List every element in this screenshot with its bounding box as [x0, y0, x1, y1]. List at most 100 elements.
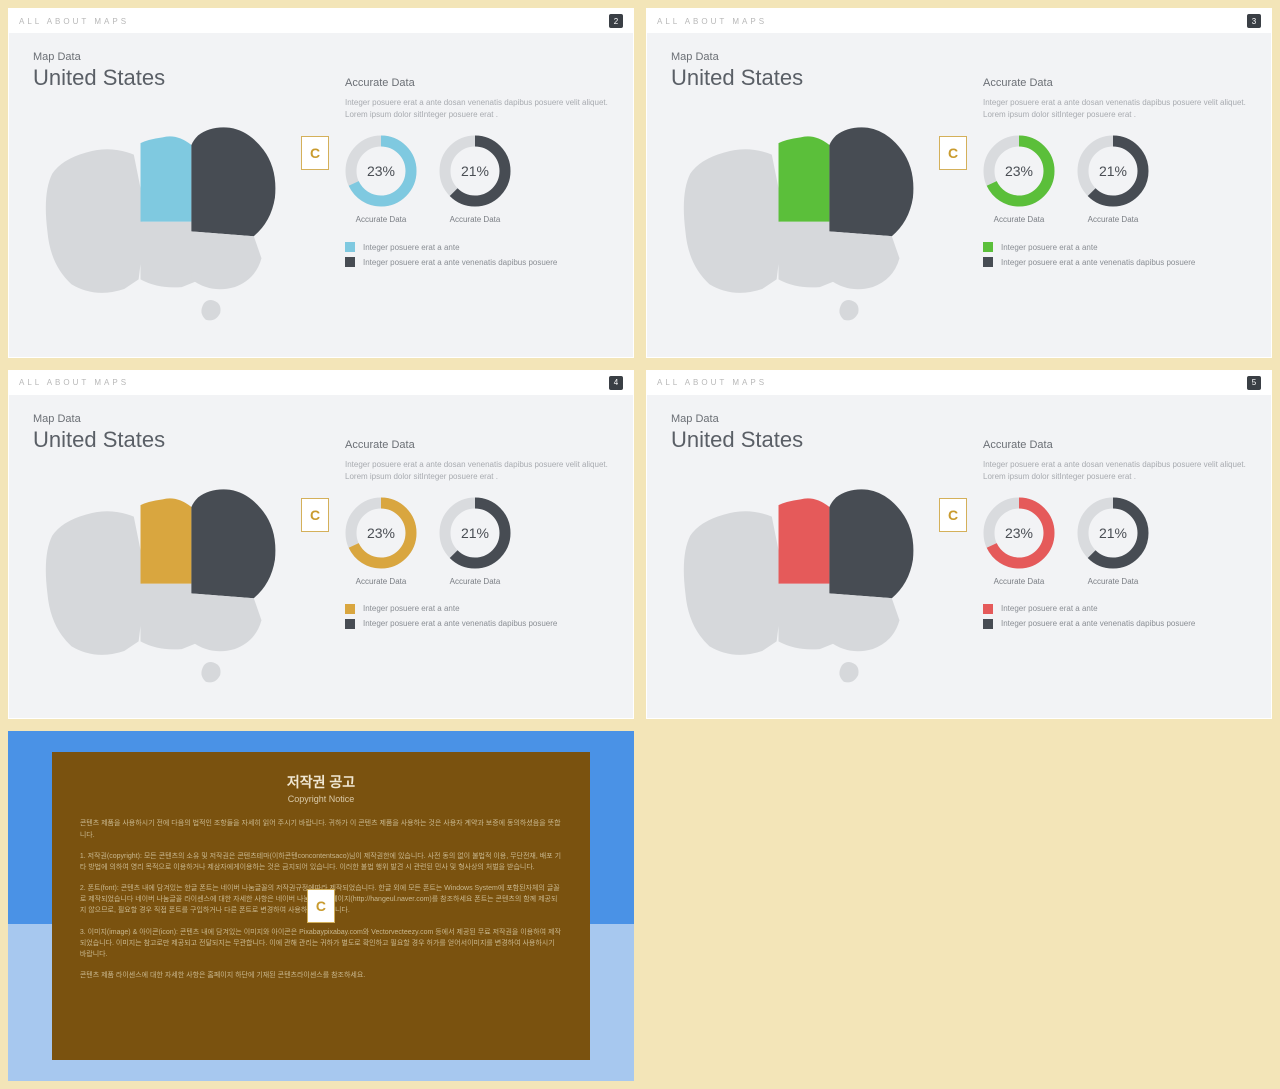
data-panel-title: Accurate Data	[345, 439, 609, 451]
logo-badge: C	[939, 498, 967, 532]
legend-item: Integer posuere erat a ante venenatis da…	[983, 257, 1247, 267]
legend-swatch	[983, 242, 993, 252]
map-title: United States	[33, 65, 321, 91]
donut-2-label: 21%	[439, 135, 511, 207]
legend-swatch	[345, 257, 355, 267]
slide-header: ALL ABOUT MAPS 2	[9, 9, 633, 33]
donut-row: 23% Accurate Data 21% Accurate Data	[983, 135, 1247, 224]
map-slide: ALL ABOUT MAPS 4 Map Data United States …	[8, 370, 634, 720]
legend: Integer posuere erat a ante Integer posu…	[345, 604, 609, 634]
legend-text: Integer posuere erat a ante venenatis da…	[1001, 258, 1195, 267]
map-subtitle: Map Data	[671, 413, 959, 425]
page-number: 2	[609, 14, 623, 28]
logo-badge: C	[301, 136, 329, 170]
donut-1: 23% Accurate Data	[345, 497, 417, 586]
legend-swatch	[983, 604, 993, 614]
donut-2-caption: Accurate Data	[450, 577, 501, 586]
slide-header: ALL ABOUT MAPS 3	[647, 9, 1271, 33]
legend-text: Integer posuere erat a ante	[1001, 604, 1098, 613]
copyright-panel: 저작권 공고 Copyright Notice 콘텐츠 제품을 사용하시기 전에…	[52, 752, 590, 1060]
legend-item: Integer posuere erat a ante venenatis da…	[345, 619, 609, 629]
map-slide: ALL ABOUT MAPS 5 Map Data United States …	[646, 370, 1272, 720]
donut-2-label: 21%	[1077, 497, 1149, 569]
data-panel-desc: Integer posuere erat a ante dosan venena…	[983, 459, 1247, 483]
map-subtitle: Map Data	[33, 413, 321, 425]
legend-swatch	[345, 619, 355, 629]
copyright-title-kr: 저작권 공고	[80, 772, 562, 792]
donut-2: 21% Accurate Data	[439, 497, 511, 586]
map-subtitle: Map Data	[33, 51, 321, 63]
map-slide: ALL ABOUT MAPS 3 Map Data United States …	[646, 8, 1272, 358]
legend-item: Integer posuere erat a ante	[983, 604, 1247, 614]
donut-1: 23% Accurate Data	[345, 135, 417, 224]
donut-row: 23% Accurate Data 21% Accurate Data	[345, 497, 609, 586]
legend-text: Integer posuere erat a ante	[363, 604, 460, 613]
donut-2-label: 21%	[1077, 135, 1149, 207]
donut-1-caption: Accurate Data	[994, 577, 1045, 586]
data-panel-title: Accurate Data	[983, 439, 1247, 451]
legend-text: Integer posuere erat a ante venenatis da…	[363, 619, 557, 628]
legend-swatch	[345, 604, 355, 614]
copyright-p2: 1. 저작권(copyright): 모든 콘텐츠의 소유 및 저작권은 콘텐츠…	[80, 851, 562, 873]
donut-2-caption: Accurate Data	[1088, 215, 1139, 224]
logo-badge: C	[307, 889, 335, 923]
donut-1: 23% Accurate Data	[983, 135, 1055, 224]
slide-header-title: ALL ABOUT MAPS	[19, 378, 129, 387]
legend: Integer posuere erat a ante Integer posu…	[345, 242, 609, 272]
legend-text: Integer posuere erat a ante	[363, 243, 460, 252]
legend-item: Integer posuere erat a ante venenatis da…	[345, 257, 609, 267]
legend-item: Integer posuere erat a ante venenatis da…	[983, 619, 1247, 629]
donut-1-label: 23%	[345, 135, 417, 207]
legend-swatch	[983, 257, 993, 267]
slide-header: ALL ABOUT MAPS 5	[647, 371, 1271, 395]
donut-row: 23% Accurate Data 21% Accurate Data	[345, 135, 609, 224]
map-title: United States	[33, 427, 321, 453]
donut-row: 23% Accurate Data 21% Accurate Data	[983, 497, 1247, 586]
map-title: United States	[671, 427, 959, 453]
donut-2: 21% Accurate Data	[439, 135, 511, 224]
australia-map	[33, 459, 321, 689]
slide-header-title: ALL ABOUT MAPS	[657, 378, 767, 387]
donut-2-caption: Accurate Data	[450, 215, 501, 224]
page-number: 5	[1247, 376, 1261, 390]
page-number: 3	[1247, 14, 1261, 28]
data-panel-title: Accurate Data	[983, 77, 1247, 89]
australia-map	[33, 97, 321, 327]
map-subtitle: Map Data	[671, 51, 959, 63]
donut-1-caption: Accurate Data	[356, 577, 407, 586]
donut-1-caption: Accurate Data	[994, 215, 1045, 224]
legend: Integer posuere erat a ante Integer posu…	[983, 242, 1247, 272]
slide-header-title: ALL ABOUT MAPS	[19, 17, 129, 26]
donut-1-label: 23%	[983, 497, 1055, 569]
empty-cell	[646, 731, 1272, 1081]
slide-header: ALL ABOUT MAPS 4	[9, 371, 633, 395]
copyright-p1: 콘텐츠 제품을 사용하시기 전에 다음의 법적인 조항들을 자세히 읽어 주시기…	[80, 818, 562, 840]
logo-badge: C	[301, 498, 329, 532]
legend-item: Integer posuere erat a ante	[345, 604, 609, 614]
data-panel-desc: Integer posuere erat a ante dosan venena…	[345, 97, 609, 121]
australia-map	[671, 97, 959, 327]
data-panel-desc: Integer posuere erat a ante dosan venena…	[345, 459, 609, 483]
donut-1: 23% Accurate Data	[983, 497, 1055, 586]
slide-header-title: ALL ABOUT MAPS	[657, 17, 767, 26]
donut-2: 21% Accurate Data	[1077, 135, 1149, 224]
donut-2: 21% Accurate Data	[1077, 497, 1149, 586]
legend-item: Integer posuere erat a ante	[983, 242, 1247, 252]
slide-grid: ALL ABOUT MAPS 2 Map Data United States …	[8, 8, 1272, 1081]
donut-2-label: 21%	[439, 497, 511, 569]
data-panel-desc: Integer posuere erat a ante dosan venena…	[983, 97, 1247, 121]
legend-item: Integer posuere erat a ante	[345, 242, 609, 252]
donut-1-caption: Accurate Data	[356, 215, 407, 224]
copyright-slide: 저작권 공고 Copyright Notice 콘텐츠 제품을 사용하시기 전에…	[8, 731, 634, 1081]
map-title: United States	[671, 65, 959, 91]
australia-map	[671, 459, 959, 689]
copyright-p5: 콘텐츠 제품 라이센스에 대한 자세한 사항은 홈페이지 하단에 기재된 콘텐츠…	[80, 970, 562, 981]
legend-swatch	[345, 242, 355, 252]
donut-1-label: 23%	[345, 497, 417, 569]
legend-swatch	[983, 619, 993, 629]
legend: Integer posuere erat a ante Integer posu…	[983, 604, 1247, 634]
legend-text: Integer posuere erat a ante venenatis da…	[363, 258, 557, 267]
page-number: 4	[609, 376, 623, 390]
legend-text: Integer posuere erat a ante venenatis da…	[1001, 619, 1195, 628]
copyright-p4: 3. 이미지(image) & 아이콘(icon): 콘텐츠 내에 담겨있는 이…	[80, 927, 562, 961]
